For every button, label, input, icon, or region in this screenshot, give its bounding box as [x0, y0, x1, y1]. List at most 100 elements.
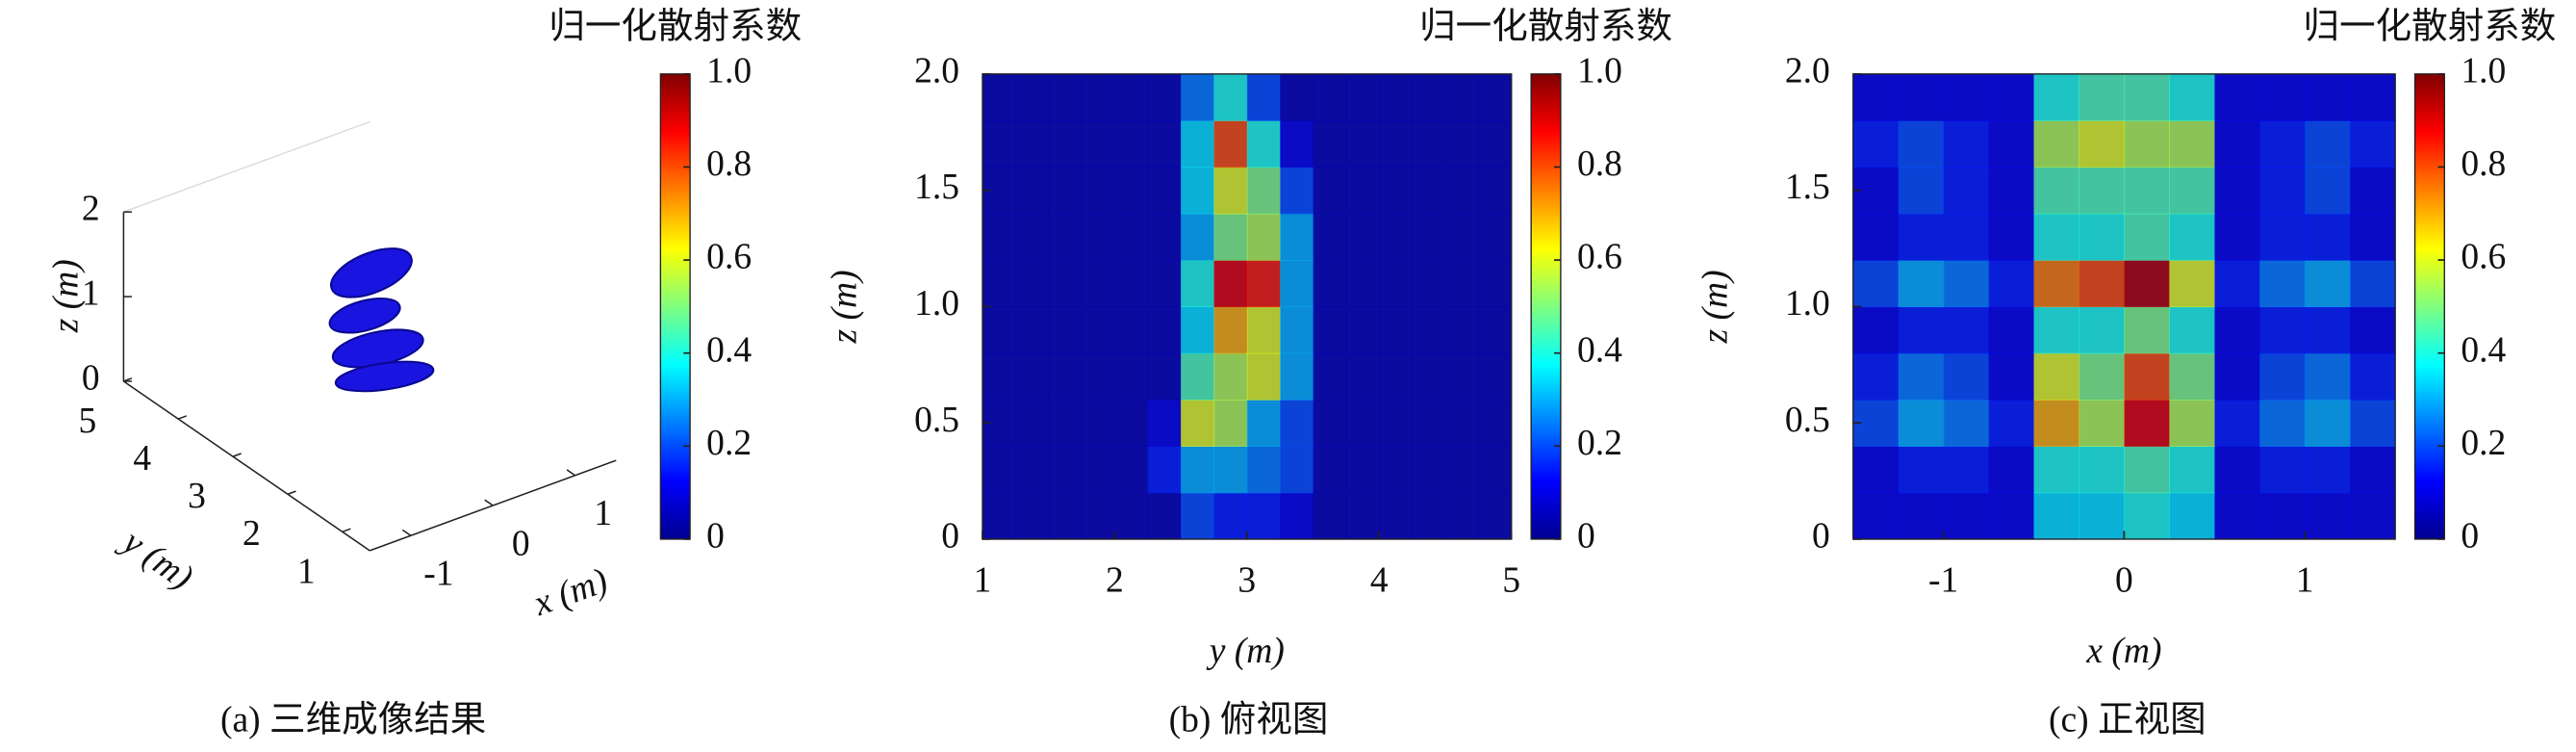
heat-cell: [1444, 399, 1479, 447]
heat-cell: [1313, 213, 1347, 261]
heat-cell: [1213, 167, 1248, 215]
caption: (a) 三维成像结果: [220, 701, 486, 740]
heat-cell: [2305, 73, 2351, 121]
heat-cell: [1181, 399, 1215, 447]
heat-cell: [2350, 306, 2396, 354]
heat-cell: [1246, 446, 1281, 494]
colorbar: [2413, 73, 2445, 540]
heat-cell: [1412, 306, 1446, 354]
heat-cell: [1213, 352, 1248, 401]
heat-cell: [2259, 446, 2306, 494]
heat-cell: [2124, 213, 2171, 261]
heat-cell: [2350, 446, 2396, 494]
heat-cell: [1478, 260, 1513, 308]
heat-cell: [1943, 213, 1990, 261]
heat-cell: [1246, 260, 1281, 308]
heat-cell: [1943, 306, 1990, 354]
heat-cell: [2124, 167, 2171, 215]
x-axis-label: x (m): [2085, 632, 2161, 671]
heat-cell: [2259, 352, 2306, 401]
heat-cell: [1213, 399, 1248, 447]
heat-cell: [1943, 492, 1990, 540]
heat-cell: [2079, 260, 2126, 308]
heat-cell: [2350, 73, 2396, 121]
heat-cell: [1246, 167, 1281, 215]
heat-cell: [1444, 446, 1479, 494]
heat-cell: [2079, 167, 2126, 215]
heat-cell: [1246, 352, 1281, 401]
heat-cell: [1280, 446, 1314, 494]
caption: (b) 俯视图: [1169, 700, 1329, 740]
heat-cell: [2124, 260, 2171, 308]
heat-cell: [2033, 399, 2080, 447]
heat-cell: [982, 260, 1017, 308]
x-axis-label: x (m): [528, 561, 613, 625]
heat-cell: [1898, 260, 1945, 308]
heat-cell: [1444, 352, 1479, 401]
heat-cell: [1379, 73, 1414, 121]
heat-cell: [1246, 399, 1281, 447]
heat-cell: [1943, 73, 1990, 121]
z-axis-label: z (m): [46, 259, 86, 333]
heat-cell: [1988, 213, 2035, 261]
heat-cell: [2079, 352, 2126, 401]
heat-cell: [1147, 213, 1182, 261]
heat-cell: [1313, 73, 1347, 121]
heat-cell: [1313, 446, 1347, 494]
colorbar-label: 归一化散射系数: [548, 7, 802, 46]
heat-cell: [1246, 213, 1281, 261]
heat-cell: [1412, 352, 1446, 401]
x-tick: [566, 469, 576, 477]
heat-cell: [1082, 73, 1116, 121]
heat-cell: [1478, 213, 1513, 261]
heat-cell: [982, 213, 1017, 261]
heat-cell: [2305, 352, 2351, 401]
heat-cell: [2124, 446, 2171, 494]
colorbar-tick-label: 0.6: [2461, 238, 2506, 277]
heat-cell: [1412, 399, 1446, 447]
heat-cell: [2350, 399, 2396, 447]
heat-cell: [1213, 73, 1248, 121]
heat-cell: [1898, 399, 1945, 447]
heat-cell: [1048, 213, 1083, 261]
heat-cell: [2079, 492, 2126, 540]
heat-cell: [2214, 213, 2260, 261]
x-tick-label: 5: [1502, 561, 1520, 601]
heat-cell: [2079, 306, 2126, 354]
heat-cell: [1943, 399, 1990, 447]
heat-cell: [2124, 399, 2171, 447]
x-tick-label: 1: [974, 561, 992, 601]
heat-cell: [1015, 260, 1050, 308]
heat-cell: [1015, 399, 1050, 447]
heat-cell: [1379, 492, 1414, 540]
heat-cell: [1478, 120, 1513, 169]
heat-cell: [1213, 213, 1248, 261]
heat-cell: [2214, 492, 2260, 540]
heat-cell: [1412, 492, 1446, 540]
heat-cell: [1345, 213, 1380, 261]
heat-cell: [1181, 120, 1215, 169]
y-tick-label: 1.5: [1785, 168, 1830, 207]
heat-cell: [1478, 352, 1513, 401]
heat-cell: [1478, 492, 1513, 540]
y-tick-label: 1.0: [914, 284, 959, 324]
heat-cell: [2214, 73, 2260, 121]
heat-cell: [2350, 120, 2396, 169]
heat-cell: [1379, 120, 1414, 169]
heat-cell: [1943, 167, 1990, 215]
heat-cell: [1280, 213, 1314, 261]
heat-cell: [1280, 167, 1314, 215]
heat-cell: [1412, 446, 1446, 494]
heat-cell: [2350, 167, 2396, 215]
heat-cell: [2259, 492, 2306, 540]
heat-cell: [2214, 399, 2260, 447]
heat-cell: [1048, 260, 1083, 308]
heat-cell: [1246, 73, 1281, 121]
heat-cell: [1147, 120, 1182, 169]
heat-cell: [2305, 213, 2351, 261]
colorbar-tick-label: 0.2: [2461, 424, 2506, 463]
heat-cell: [1943, 260, 1990, 308]
heat-cell: [1246, 492, 1281, 540]
z-tick-label: 1: [82, 274, 100, 314]
